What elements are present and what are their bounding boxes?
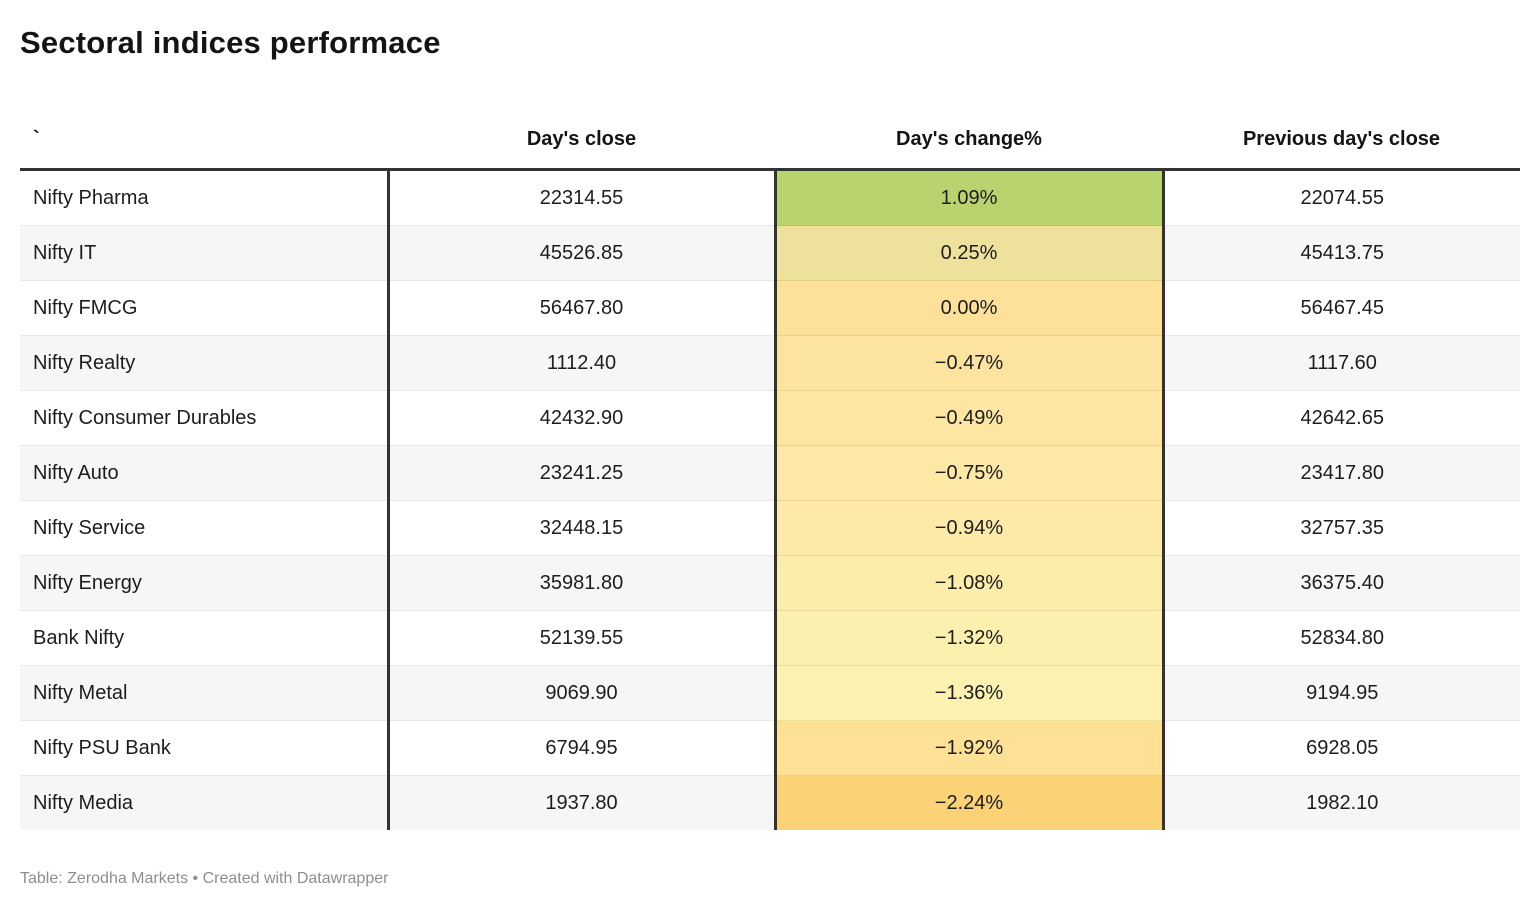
- index-name-cell: Nifty Consumer Durables: [20, 390, 388, 446]
- footer-created-label: Created with: [202, 870, 297, 887]
- col-header-days-close: Day's close: [388, 128, 775, 171]
- days-close-cell: 56467.80: [386, 280, 775, 336]
- col-header-prev-close: Previous day's close: [1163, 128, 1520, 171]
- table-row: Nifty Auto 23241.25 −0.75% 23417.80: [20, 445, 1520, 501]
- table-row: Nifty Media 1937.80 −2.24% 1982.10: [20, 775, 1520, 830]
- prev-close-cell: 36375.40: [1163, 555, 1520, 611]
- col-header-days-change: Day's change%: [775, 128, 1163, 171]
- index-name-cell: Nifty Service: [20, 500, 388, 556]
- table-row: Nifty IT 45526.85 0.25% 45413.75: [20, 225, 1520, 281]
- days-change-cell: −1.32%: [773, 610, 1165, 666]
- table-header: ` Day's close Day's change% Previous day…: [20, 128, 1520, 171]
- index-name-cell: Nifty Energy: [20, 555, 388, 611]
- datawrapper-link[interactable]: Datawrapper: [296, 870, 389, 887]
- days-close-cell: 42432.90: [386, 390, 775, 446]
- days-close-cell: 35981.80: [386, 555, 775, 611]
- prev-close-cell: 6928.05: [1163, 720, 1520, 776]
- table-row: Nifty FMCG 56467.80 0.00% 56467.45: [20, 280, 1520, 336]
- days-close-cell: 22314.55: [386, 169, 775, 226]
- table-row: Nifty Consumer Durables 42432.90 −0.49% 426…: [20, 390, 1520, 446]
- index-name-cell: Nifty Pharma: [33, 187, 149, 209]
- days-change-cell: −2.24%: [773, 775, 1165, 830]
- prev-close-cell: 1117.60: [1163, 335, 1520, 391]
- prev-close-cell: 32757.35: [1163, 500, 1520, 556]
- table-body: Nifty Pharma 22314.55 1.09% 22074.55 Nifty I…: [20, 169, 1520, 830]
- header-row: ` Day's close Day's change% Previous day…: [20, 128, 1520, 171]
- table-row: Nifty Realty 1112.40 −0.47% 1117.60: [20, 335, 1520, 391]
- col-header-index: `: [20, 128, 388, 171]
- days-change-cell: −0.94%: [773, 500, 1165, 556]
- days-close-cell: 6794.95: [386, 720, 775, 776]
- days-close-cell: 45526.85: [386, 225, 775, 281]
- footer-separator: •: [188, 870, 203, 887]
- days-close-cell: 52139.55: [386, 610, 775, 666]
- days-change-cell: −0.49%: [773, 390, 1165, 446]
- days-change-cell: −0.75%: [773, 445, 1165, 501]
- index-name-cell: Bank Nifty: [20, 610, 388, 666]
- days-change-cell: 0.00%: [773, 280, 1165, 336]
- table-row: Nifty Service 32448.15 −0.94% 32757.35: [20, 500, 1520, 556]
- index-name-cell: Nifty Media: [20, 775, 388, 830]
- prev-close-cell: 45413.75: [1163, 225, 1520, 281]
- prev-close-cell: 56467.45: [1163, 280, 1520, 336]
- prev-close-cell: 42642.65: [1163, 390, 1520, 446]
- days-close-cell: 32448.15: [386, 500, 775, 556]
- table-row: Bank Nifty 52139.55 −1.32% 52834.80: [20, 610, 1520, 666]
- index-name-cell: Nifty PSU Bank: [20, 720, 388, 776]
- prev-close-cell: 52834.80: [1163, 610, 1520, 666]
- index-name-cell: Nifty Metal: [20, 665, 388, 721]
- days-close-cell: 1937.80: [386, 775, 775, 830]
- days-change-cell: −1.36%: [773, 665, 1165, 721]
- days-close-cell: 9069.90: [386, 665, 775, 721]
- table-row: Nifty Energy 35981.80 −1.08% 36375.40: [20, 555, 1520, 611]
- table-row: Nifty PSU Bank 6794.95 −1.92% 6928.05: [20, 720, 1520, 776]
- days-change-cell: −1.08%: [773, 555, 1165, 611]
- footer-table-label: Table:: [20, 870, 68, 887]
- sector-indices-table: ` Day's close Day's change% Previous day…: [20, 128, 1520, 830]
- table-footer: Table: Zerodha Markets • Created with Da…: [20, 869, 1520, 889]
- index-name-cell: Nifty FMCG: [20, 280, 388, 336]
- index-name-cell: Nifty Realty: [20, 335, 388, 391]
- days-change-cell: −1.92%: [773, 720, 1165, 776]
- days-close-cell: 1112.40: [386, 335, 775, 391]
- table-row: Nifty Metal 9069.90 −1.36% 9194.95: [20, 665, 1520, 721]
- days-change-cell: 0.25%: [773, 225, 1165, 281]
- chart-title: Sectoral indices performace: [20, 25, 441, 60]
- prev-close-cell: 9194.95: [1163, 665, 1520, 721]
- prev-close-cell: 22074.55: [1300, 187, 1384, 209]
- days-change-cell: 1.09%: [773, 169, 1165, 226]
- table-row: Nifty Pharma 22314.55 1.09% 22074.55: [20, 169, 1520, 226]
- index-name-cell: Nifty IT: [20, 225, 388, 281]
- prev-close-cell: 1982.10: [1163, 775, 1520, 830]
- source-link[interactable]: Zerodha Markets: [67, 870, 189, 887]
- prev-close-cell: 23417.80: [1163, 445, 1520, 501]
- days-change-cell: −0.47%: [773, 335, 1165, 391]
- index-name-cell: Nifty Auto: [20, 445, 388, 501]
- days-close-cell: 23241.25: [386, 445, 775, 501]
